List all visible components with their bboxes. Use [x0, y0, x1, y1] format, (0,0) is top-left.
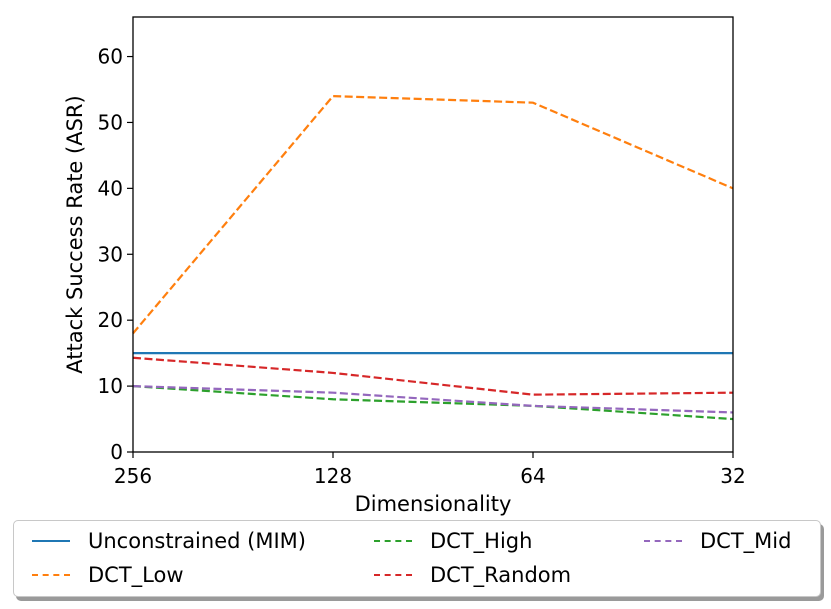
x-tick-label: 32 — [720, 464, 745, 488]
legend-swatch — [374, 540, 412, 542]
legend-swatch — [644, 540, 682, 542]
legend-item: DCT_Mid — [644, 526, 791, 556]
legend-item: Unconstrained (MIM) — [32, 526, 306, 556]
legend-swatch — [32, 540, 70, 542]
legend-label: DCT_Random — [430, 563, 572, 587]
legend-label: DCT_High — [430, 529, 533, 553]
series-line-dct-low — [132, 94, 734, 335]
legend-label: DCT_Mid — [700, 529, 792, 553]
series-line-dct-high — [132, 384, 734, 421]
legend-label: DCT_Low — [88, 563, 184, 587]
x-tick-label: 256 — [114, 464, 152, 488]
legend: Unconstrained (MIM) DCT_Low DCT_High DCT_Ra… — [13, 520, 821, 597]
legend-item: DCT_Low — [32, 560, 184, 590]
legend-label: Unconstrained (MIM) — [88, 529, 306, 553]
legend-swatch — [374, 574, 412, 576]
y-tick-label: 60 — [98, 45, 123, 69]
x-axis-ticks: 256 128 64 32 — [114, 452, 746, 488]
legend-swatch — [32, 574, 70, 576]
x-tick-label: 64 — [520, 464, 545, 488]
x-tick-label: 128 — [314, 464, 352, 488]
series-line-dct-random — [132, 356, 734, 396]
y-tick-label: 30 — [98, 242, 123, 266]
y-tick-label: 10 — [98, 374, 123, 398]
x-axis-label: Dimensionality — [355, 492, 512, 516]
series-lines — [132, 94, 734, 421]
legend-item: DCT_Random — [374, 560, 571, 590]
y-tick-label: 50 — [98, 110, 123, 134]
plot-frame — [132, 16, 734, 453]
y-tick-label: 40 — [98, 176, 123, 200]
y-tick-label: 20 — [98, 308, 123, 332]
y-axis-ticks: 0 10 20 30 40 50 60 — [98, 45, 133, 464]
legend-item: DCT_High — [374, 526, 532, 556]
series-line-dct-mid — [132, 384, 734, 414]
y-tick-label: 0 — [110, 440, 123, 464]
y-axis-label: Attack Success Rate (ASR) — [63, 95, 87, 373]
